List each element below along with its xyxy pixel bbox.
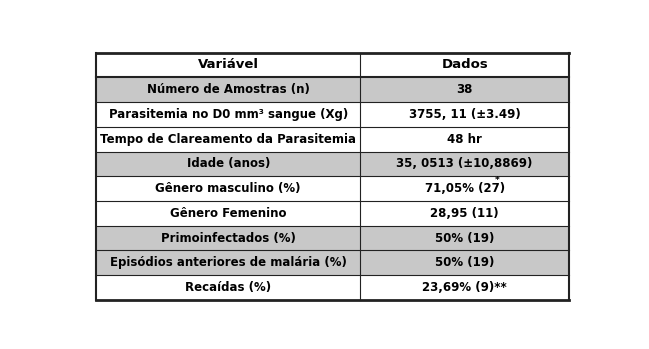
Bar bbox=[96, 176, 360, 201]
Text: Idade (anos): Idade (anos) bbox=[186, 157, 270, 170]
Text: Variável: Variável bbox=[198, 59, 259, 72]
Text: 48 hr: 48 hr bbox=[447, 133, 482, 146]
Bar bbox=[360, 226, 569, 251]
Text: Gênero Femenino: Gênero Femenino bbox=[170, 207, 286, 220]
Bar bbox=[96, 127, 360, 151]
Text: Dados: Dados bbox=[441, 59, 488, 72]
Bar bbox=[96, 102, 360, 127]
Bar bbox=[96, 201, 360, 226]
Bar bbox=[360, 251, 569, 275]
Text: Número de Amostras (n): Número de Amostras (n) bbox=[147, 83, 310, 96]
Text: 3755, 11 (±3.49): 3755, 11 (±3.49) bbox=[409, 108, 520, 121]
Bar bbox=[360, 102, 569, 127]
Bar bbox=[96, 77, 360, 102]
Bar bbox=[360, 275, 569, 300]
Text: *: * bbox=[495, 176, 500, 185]
Text: Parasitemia no D0 mm³ sangue (Xg): Parasitemia no D0 mm³ sangue (Xg) bbox=[108, 108, 348, 121]
Text: 50% (19): 50% (19) bbox=[435, 231, 495, 245]
Text: 28,95 (11): 28,95 (11) bbox=[430, 207, 499, 220]
Text: 23,69% (9)**: 23,69% (9)** bbox=[422, 281, 507, 294]
Bar bbox=[96, 251, 360, 275]
Bar bbox=[360, 127, 569, 151]
Bar bbox=[360, 151, 569, 176]
Text: 50% (19): 50% (19) bbox=[435, 256, 495, 269]
Text: 35, 0513 (±10,8869): 35, 0513 (±10,8869) bbox=[397, 157, 533, 170]
Text: Recaídas (%): Recaídas (%) bbox=[185, 281, 271, 294]
Bar bbox=[96, 53, 360, 77]
Text: Episódios anteriores de malária (%): Episódios anteriores de malária (%) bbox=[110, 256, 347, 269]
Bar bbox=[96, 226, 360, 251]
Bar bbox=[360, 53, 569, 77]
Text: Gênero masculino (%): Gênero masculino (%) bbox=[156, 182, 301, 195]
Bar bbox=[96, 151, 360, 176]
Bar bbox=[96, 275, 360, 300]
Bar bbox=[360, 176, 569, 201]
Text: 38: 38 bbox=[456, 83, 473, 96]
Bar bbox=[360, 77, 569, 102]
Bar bbox=[360, 201, 569, 226]
Text: Primoinfectados (%): Primoinfectados (%) bbox=[161, 231, 296, 245]
Text: 71,05% (27): 71,05% (27) bbox=[424, 182, 505, 195]
Text: Tempo de Clareamento da Parasitemia: Tempo de Clareamento da Parasitemia bbox=[100, 133, 356, 146]
